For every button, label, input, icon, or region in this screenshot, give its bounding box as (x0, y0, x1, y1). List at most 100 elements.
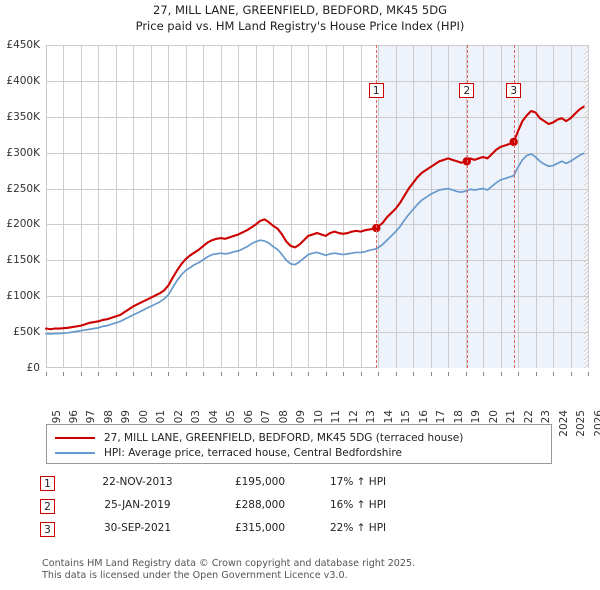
event-marker-badge-3[interactable]: 3 (506, 83, 522, 98)
grid-line-horizontal (46, 296, 588, 298)
incomplete-period-hatch (583, 45, 588, 368)
grid-line-vertical (570, 45, 572, 368)
x-axis-labels: 1995199619971998199920002001200220032004… (46, 372, 600, 437)
shaded-period-band (376, 45, 588, 368)
grid-line-horizontal (46, 80, 588, 82)
y-tick-label: £0 (26, 362, 40, 374)
y-tick-label: £100K (6, 290, 40, 303)
title-line-address: 27, MILL LANE, GREENFIELD, BEDFORD, MK45… (153, 3, 447, 17)
legend-swatch-price-paid (55, 436, 95, 439)
x-tick-label: 2024 (557, 410, 570, 437)
grid-line-vertical (238, 45, 240, 368)
x-tick (483, 372, 485, 376)
grid-line-vertical (518, 45, 520, 368)
grid-line-vertical (308, 45, 310, 368)
x-tick (203, 372, 205, 376)
page-title: 27, MILL LANE, GREENFIELD, BEDFORD, MK45… (0, 2, 600, 34)
x-tick (168, 372, 170, 376)
transaction-date: 30-SEP-2021 (103, 522, 172, 534)
transaction-badge[interactable]: 3 (40, 522, 55, 537)
grid-line-horizontal (46, 260, 588, 262)
grid-line-vertical (553, 45, 555, 368)
y-tick-label: £400K (6, 74, 40, 87)
x-tick (465, 372, 467, 376)
x-tick (553, 372, 555, 376)
x-tick (98, 372, 100, 376)
x-tick (238, 372, 240, 376)
grid-line-vertical (290, 45, 292, 368)
event-line-2 (466, 45, 468, 368)
transaction-price: £195,000 (234, 476, 286, 488)
transaction-badge[interactable]: 2 (40, 499, 55, 514)
grid-line-vertical (325, 45, 327, 368)
transaction-price: £288,000 (234, 499, 286, 511)
x-tick (308, 372, 310, 376)
y-tick-label: £450K (6, 39, 40, 51)
transaction-row[interactable]: 1 22-NOV-2013 £195,000 17% ↑ HPI (40, 476, 440, 493)
grid-line-vertical (63, 45, 65, 368)
transaction-row[interactable]: 2 25-JAN-2019 £288,000 16% ↑ HPI (40, 499, 440, 516)
series-line-hpi (45, 152, 585, 335)
x-tick (430, 372, 432, 376)
y-tick-label: £50K (13, 326, 40, 339)
grid-line-vertical (483, 45, 485, 368)
legend-item-price-paid: 27, MILL LANE, GREENFIELD, BEDFORD, MK45… (55, 430, 543, 445)
grid-line-vertical (98, 45, 100, 368)
transaction-hpi-delta: 17% ↑ HPI (330, 476, 387, 488)
x-tick (185, 372, 187, 376)
legend-swatch-hpi (55, 451, 95, 454)
y-tick-label: £250K (6, 182, 40, 195)
x-tick (273, 372, 275, 376)
footer-attribution: Contains HM Land Registry data © Crown c… (42, 558, 582, 581)
transaction-row[interactable]: 3 30-SEP-2021 £315,000 22% ↑ HPI (40, 522, 440, 539)
transaction-hpi-delta: 16% ↑ HPI (330, 499, 387, 511)
y-tick-label: £150K (6, 254, 40, 267)
y-tick-label: £350K (6, 110, 40, 123)
grid-line-vertical (203, 45, 205, 368)
x-tick (343, 372, 345, 376)
event-line-3 (513, 45, 515, 368)
event-marker-badge-2[interactable]: 2 (459, 83, 475, 98)
grid-line-vertical (535, 45, 537, 368)
x-tick (255, 372, 257, 376)
x-tick (378, 372, 380, 376)
grid-line-vertical (360, 45, 362, 368)
x-tick (325, 372, 327, 376)
legend-label-hpi: HPI: Average price, terraced house, Cent… (104, 446, 402, 459)
plot-area: 1 2 3 (44, 45, 589, 368)
x-tick (133, 372, 135, 376)
x-tick (448, 372, 450, 376)
grid-line-horizontal (46, 152, 588, 154)
grid-line-horizontal (46, 332, 588, 334)
x-tick-label: 2025 (575, 410, 588, 437)
grid-line-vertical (133, 45, 135, 368)
legend-item-hpi: HPI: Average price, terraced house, Cent… (55, 445, 543, 460)
grid-line-vertical (413, 45, 415, 368)
x-tick (413, 372, 415, 376)
y-tick-label: £200K (6, 218, 40, 231)
x-tick (570, 372, 572, 376)
footer-line-1: Contains HM Land Registry data © Crown c… (42, 558, 416, 569)
x-tick (535, 372, 537, 376)
title-line-subtitle: Price paid vs. HM Land Registry's House … (135, 19, 465, 33)
grid-line-vertical (378, 45, 380, 368)
x-tick (46, 372, 47, 376)
series-line-price-paid (44, 105, 585, 331)
x-tick (500, 372, 502, 376)
y-tick-label: £300K (6, 146, 40, 159)
grid-line-horizontal (46, 45, 588, 46)
grid-line-vertical (273, 45, 275, 368)
grid-line-vertical (448, 45, 450, 368)
event-marker-badge-1[interactable]: 1 (368, 83, 384, 98)
grid-line-vertical (185, 45, 187, 368)
transaction-price: £315,000 (234, 522, 286, 534)
x-tick (518, 372, 520, 376)
grid-line-vertical (500, 45, 502, 368)
x-tick (290, 372, 292, 376)
grid-line-vertical (80, 45, 82, 368)
x-tick (63, 372, 65, 376)
transaction-date: 22-NOV-2013 (102, 476, 173, 488)
transaction-badge[interactable]: 1 (40, 476, 55, 491)
x-tick (220, 372, 222, 376)
